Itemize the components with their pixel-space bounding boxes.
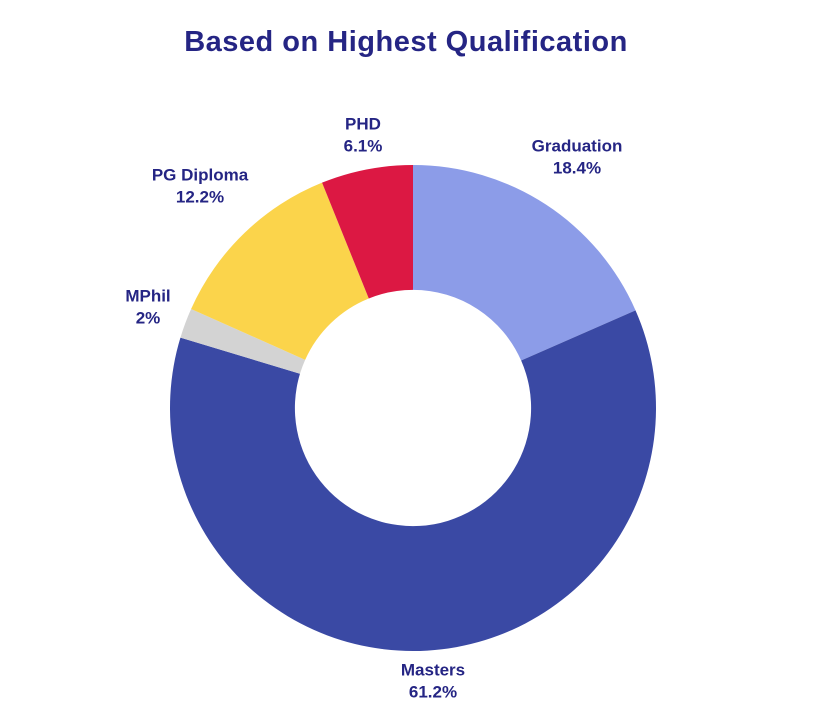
chart-title: Based on Highest Qualification [184,26,628,58]
slice-label-pg-diploma: PG Diploma 12.2% [152,165,248,210]
slice-label-value: 18.4% [552,159,602,178]
slice-label-value: 2% [135,309,161,328]
pie-slice-masters [170,310,657,651]
pie-slice-phd [322,165,413,299]
pie-slice-pg-diploma [191,182,369,360]
slice-label-name: PHD [345,114,381,134]
slice-label-mphil: MPhil 2% [125,286,170,331]
slice-label-value: 6.1% [343,137,383,156]
slice-label-masters: Masters 61.2% [401,660,465,705]
slice-label-phd: PHD 6.1% [344,114,383,159]
slice-label-name: MPhil [125,286,171,306]
slice-label-value: 12.2% [175,188,225,207]
slice-label-name: PG Diploma [151,165,249,185]
slice-label-name: Graduation [531,136,623,156]
pie-slice-mphil [180,308,306,374]
slice-label-name: Masters [400,660,466,680]
slice-label-value: 61.2% [408,683,458,702]
pie-slice-graduation [413,165,636,361]
slice-label-graduation: Graduation 18.4% [532,136,623,181]
